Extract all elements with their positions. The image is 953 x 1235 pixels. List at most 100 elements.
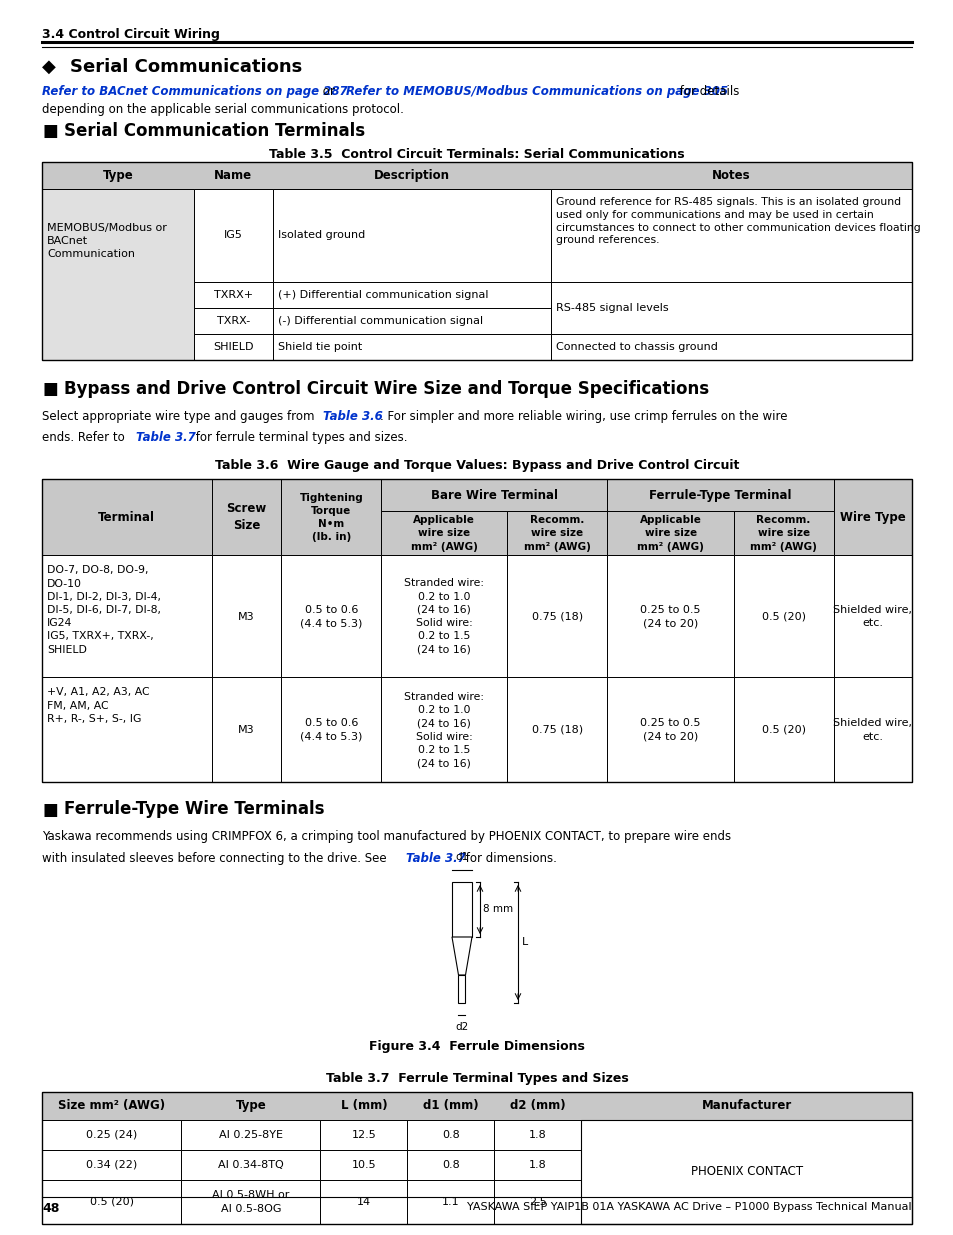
Bar	[580, 1120, 911, 1150]
Text: 0.25 (24): 0.25 (24)	[86, 1130, 137, 1140]
Bar	[494, 1150, 580, 1179]
Text: Description: Description	[374, 169, 449, 182]
Text: Type: Type	[103, 169, 133, 182]
Bar	[607, 511, 733, 556]
Text: M3: M3	[238, 611, 254, 621]
Bar	[194, 189, 273, 282]
Bar	[494, 1120, 580, 1150]
Bar	[42, 162, 911, 189]
Bar	[733, 678, 833, 783]
Bar	[507, 511, 607, 556]
Text: 48: 48	[42, 1202, 59, 1215]
Text: Refer to MEMOBUS/Modbus Communications on page 305: Refer to MEMOBUS/Modbus Communications o…	[345, 85, 727, 98]
Bar	[42, 479, 212, 556]
Text: Select appropriate wire type and gauges from: Select appropriate wire type and gauges …	[42, 410, 318, 424]
Bar	[381, 479, 607, 511]
Text: Wire Type: Wire Type	[839, 511, 904, 524]
Text: ■: ■	[42, 800, 58, 819]
Bar	[507, 678, 607, 783]
Text: Screw
Size: Screw Size	[226, 503, 266, 532]
Polygon shape	[452, 937, 472, 974]
Bar	[181, 1120, 320, 1150]
Bar	[833, 678, 911, 783]
Text: 10.5: 10.5	[352, 1160, 375, 1170]
Text: 0.5 (20): 0.5 (20)	[760, 611, 805, 621]
Bar	[212, 479, 281, 556]
Text: PHOENIX CONTACT: PHOENIX CONTACT	[690, 1166, 801, 1178]
Text: Manufacturer: Manufacturer	[700, 1099, 791, 1113]
Text: Table 3.7: Table 3.7	[135, 431, 195, 445]
Bar	[273, 308, 551, 333]
Bar	[580, 1179, 911, 1224]
Bar	[580, 1120, 911, 1224]
Text: with insulated sleeves before connecting to the drive. See: with insulated sleeves before connecting…	[42, 852, 390, 864]
Bar	[42, 189, 194, 359]
Bar	[607, 678, 733, 783]
Text: Bare Wire Terminal: Bare Wire Terminal	[431, 489, 558, 501]
Bar	[42, 556, 911, 678]
Bar	[407, 1150, 494, 1179]
Text: d2 (mm): d2 (mm)	[510, 1099, 565, 1113]
Bar	[42, 479, 911, 556]
Text: IG5: IG5	[224, 231, 243, 241]
Text: for ferrule terminal types and sizes.: for ferrule terminal types and sizes.	[192, 431, 407, 445]
Bar	[551, 333, 911, 359]
Bar	[273, 282, 551, 308]
Text: Isolated ground: Isolated ground	[277, 231, 364, 241]
Bar	[320, 1120, 407, 1150]
Bar	[733, 556, 833, 678]
Bar	[281, 678, 381, 783]
Bar	[833, 479, 911, 556]
Bar	[281, 556, 381, 678]
Text: +V, A1, A2, A3, AC
FM, AM, AC
R+, R-, S+, S-, IG: +V, A1, A2, A3, AC FM, AM, AC R+, R-, S+…	[47, 688, 150, 724]
Text: Terminal: Terminal	[98, 511, 155, 524]
Text: 0.75 (18): 0.75 (18)	[532, 611, 582, 621]
Bar	[580, 1150, 911, 1179]
Text: Table 3.5  Control Circuit Terminals: Serial Communications: Table 3.5 Control Circuit Terminals: Ser…	[269, 148, 684, 161]
Text: ■: ■	[42, 380, 58, 398]
Text: d1: d1	[455, 852, 468, 862]
Bar	[42, 556, 212, 678]
Text: Ferrule-Type Terminal: Ferrule-Type Terminal	[649, 489, 791, 501]
Bar	[181, 1179, 320, 1224]
Bar	[42, 1120, 181, 1150]
Text: for dimensions.: for dimensions.	[461, 852, 556, 864]
Text: 0.5 to 0.6
(4.4 to 5.3): 0.5 to 0.6 (4.4 to 5.3)	[300, 719, 362, 741]
Bar	[320, 1179, 407, 1224]
Bar	[507, 556, 607, 678]
Bar	[42, 1092, 911, 1224]
Bar	[194, 308, 273, 333]
Text: Table 3.6: Table 3.6	[323, 410, 382, 424]
Text: Size mm² (AWG): Size mm² (AWG)	[58, 1099, 165, 1113]
Text: 0.25 to 0.5
(24 to 20): 0.25 to 0.5 (24 to 20)	[639, 605, 700, 629]
Bar	[42, 678, 911, 783]
Bar	[551, 282, 911, 333]
Text: Ferrule-Type Wire Terminals: Ferrule-Type Wire Terminals	[64, 800, 324, 819]
Bar	[452, 882, 472, 937]
Text: d2: d2	[455, 1023, 468, 1032]
Text: . For simpler and more reliable wiring, use crimp ferrules on the wire: . For simpler and more reliable wiring, …	[379, 410, 786, 424]
Bar	[42, 1150, 181, 1179]
Text: or: or	[319, 85, 338, 98]
Bar	[212, 556, 281, 678]
Text: Table 3.7: Table 3.7	[406, 852, 465, 864]
Text: L (mm): L (mm)	[340, 1099, 387, 1113]
Bar	[320, 1150, 407, 1179]
Text: (-) Differential communication signal: (-) Differential communication signal	[277, 316, 482, 326]
Text: 1.8: 1.8	[529, 1130, 546, 1140]
Text: Serial Communications: Serial Communications	[70, 58, 302, 77]
Text: TXRX+: TXRX+	[213, 290, 253, 300]
Bar	[194, 282, 273, 308]
Bar	[407, 1179, 494, 1224]
Bar	[381, 511, 507, 556]
Text: Shielded wire,
etc.: Shielded wire, etc.	[833, 605, 911, 629]
Text: TXRX-: TXRX-	[216, 316, 250, 326]
Text: AI 0.5-8WH or
AI 0.5-8OG: AI 0.5-8WH or AI 0.5-8OG	[212, 1191, 289, 1214]
Bar	[607, 479, 833, 511]
Bar	[42, 1092, 911, 1120]
Text: L: L	[521, 937, 528, 947]
Text: Refer to BACnet Communications on page 287: Refer to BACnet Communications on page 2…	[42, 85, 347, 98]
Text: YASKAWA SIEP YAIP1B 01A YASKAWA AC Drive – P1000 Bypass Technical Manual: YASKAWA SIEP YAIP1B 01A YASKAWA AC Drive…	[467, 1202, 911, 1212]
Bar	[833, 556, 911, 678]
Text: 1.1: 1.1	[441, 1197, 459, 1207]
